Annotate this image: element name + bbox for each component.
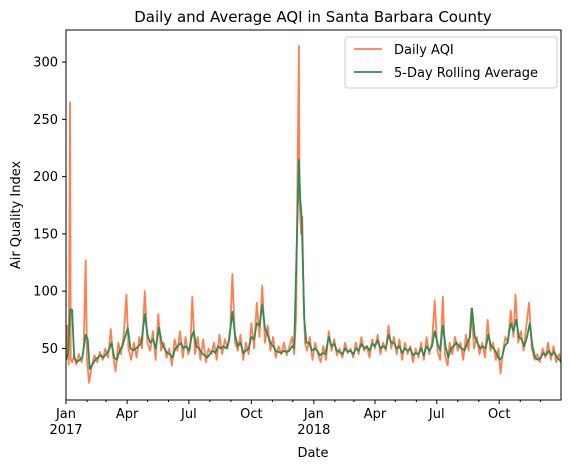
y-axis-label: Air Quality Index (9, 161, 24, 270)
x-tick-year-label: 2018 (297, 423, 330, 438)
x-tick-label: Jan (55, 407, 76, 422)
legend: Daily AQI 5-Day Rolling Average (344, 36, 558, 89)
x-tick-label: Jul (180, 407, 197, 422)
x-tick-label: Oct (488, 407, 510, 422)
x-tick-label: Oct (240, 407, 262, 422)
x-tick-label: Apr (364, 407, 387, 422)
legend-box (344, 36, 558, 89)
x-tick-label: Apr (116, 407, 139, 422)
y-tick-label: 150 (33, 227, 58, 242)
x-tick-year-label: 2017 (49, 423, 82, 438)
legend-label-daily-aqi: Daily AQI (394, 43, 454, 58)
x-axis-label: Date (297, 446, 328, 461)
series-layer (66, 45, 561, 384)
y-axis: 50 100 150 200 250 300 (33, 56, 66, 357)
y-tick-label: 200 (33, 170, 58, 185)
x-tick-label: Jul (428, 407, 445, 422)
chart-title: Daily and Average AQI in Santa Barbara C… (134, 8, 492, 26)
legend-label-rolling-average: 5-Day Rolling Average (394, 66, 538, 81)
series-line-0 (66, 45, 561, 384)
series-line-1 (66, 158, 561, 370)
y-tick-label: 50 (41, 342, 58, 357)
y-tick-label: 100 (33, 285, 58, 300)
x-tick-label: Jan (303, 407, 324, 422)
y-tick-label: 250 (33, 113, 58, 128)
y-tick-label: 300 (33, 56, 58, 71)
